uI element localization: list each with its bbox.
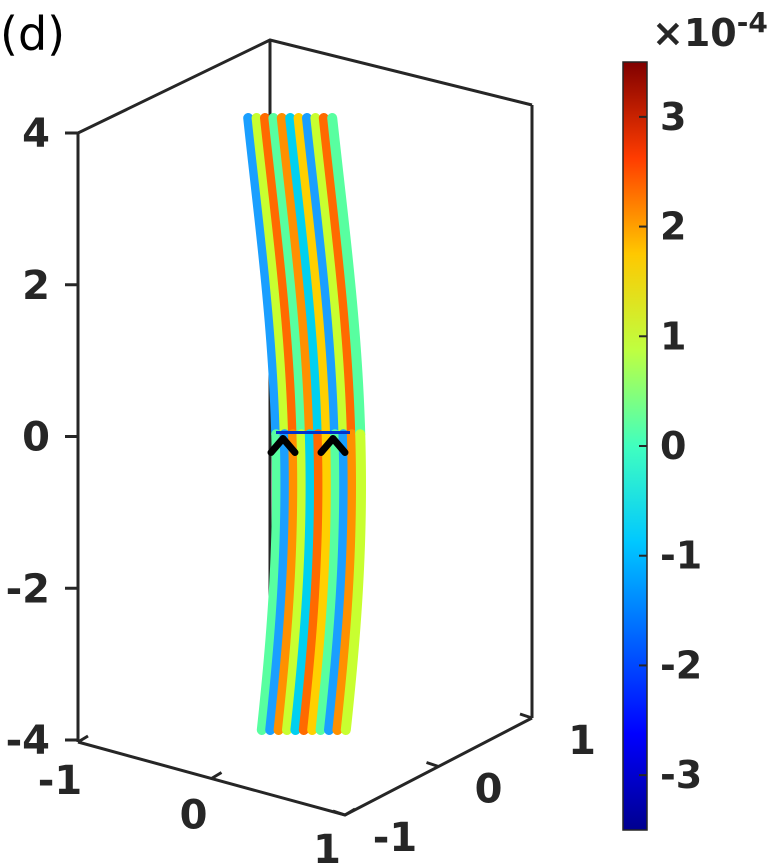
surface-strip-lower: [273, 429, 299, 735]
markers: [267, 435, 349, 456]
surface-strip-upper: [293, 113, 332, 440]
axis-ticks: -4 -2 0 2 4 -1 0 1 -1 0 1: [6, 111, 596, 868]
colorbar-multiplier: ×10-4: [652, 6, 768, 55]
y-tick-mark: [519, 712, 533, 720]
surface-strip-lower: [340, 429, 367, 735]
surface-strip-lower: [332, 429, 358, 735]
z-tick-label: 0: [22, 415, 50, 461]
surface-strip-upper: [302, 113, 341, 440]
colorbar-tick-label: 3: [660, 95, 686, 139]
surface-strip-lower: [307, 429, 333, 735]
panel-label: (d): [0, 7, 65, 61]
surface-strip-lower: [256, 429, 283, 735]
surface-strip-upper: [310, 113, 349, 440]
x-tick-mark: [77, 734, 89, 744]
surface-strip-lower: [323, 429, 350, 735]
surface-strip-lower: [298, 429, 325, 735]
colorbar-tick-label: -1: [660, 534, 702, 578]
y-tick-mark: [332, 809, 346, 817]
y-tick-label: -1: [373, 815, 417, 861]
surface-strip-upper: [327, 113, 366, 440]
marker-caret: [267, 435, 299, 456]
colorbar-multiplier-base: ×10: [652, 11, 737, 55]
top-back-edges: [77, 38, 533, 135]
surface-strip-upper: [268, 113, 307, 440]
surface-strip-upper: [251, 113, 290, 440]
surface-strip-lower: [265, 429, 291, 735]
x-tick-label: 0: [180, 793, 208, 839]
y-tick-label: 1: [568, 718, 596, 764]
colorbar-tick-label: -3: [660, 753, 702, 797]
x-tick-label: 1: [313, 827, 341, 868]
colorbar-tick-label: 1: [660, 314, 686, 358]
surface-strips: [243, 113, 367, 735]
y-tick-mark: [426, 761, 439, 768]
y-tick-label: 0: [475, 767, 503, 813]
z-tick-label: -4: [6, 718, 50, 764]
z-tick-label: -2: [6, 566, 50, 612]
colorbar-tick-label: 0: [660, 424, 686, 468]
marker-caret: [317, 435, 349, 456]
surface-strip-lower: [315, 429, 341, 735]
x-tick-mark: [210, 771, 223, 780]
surface-strip-upper: [318, 113, 357, 440]
z-tick-label: 4: [22, 111, 50, 157]
x-tick-mark: [344, 807, 356, 817]
colorbar-tick-label: -2: [660, 643, 702, 687]
surface-strip-upper: [260, 113, 299, 440]
colorbar: -3 -2 -1 0 1 2 3 ×10-4: [622, 6, 768, 831]
surface-strip-upper: [276, 113, 315, 440]
z-tick-label: 2: [22, 263, 50, 309]
colorbar-ticks: -3 -2 -1 0 1 2 3: [639, 95, 702, 797]
surface-strip-upper: [243, 113, 282, 440]
colorbar-tick-label: 2: [660, 205, 686, 249]
surface-strip-lower: [290, 429, 316, 735]
surface-strip-upper: [285, 113, 324, 440]
x-tick-label: -1: [38, 758, 82, 804]
colorbar-multiplier-exponent: -4: [737, 6, 768, 39]
surface-strip-lower: [281, 429, 308, 735]
